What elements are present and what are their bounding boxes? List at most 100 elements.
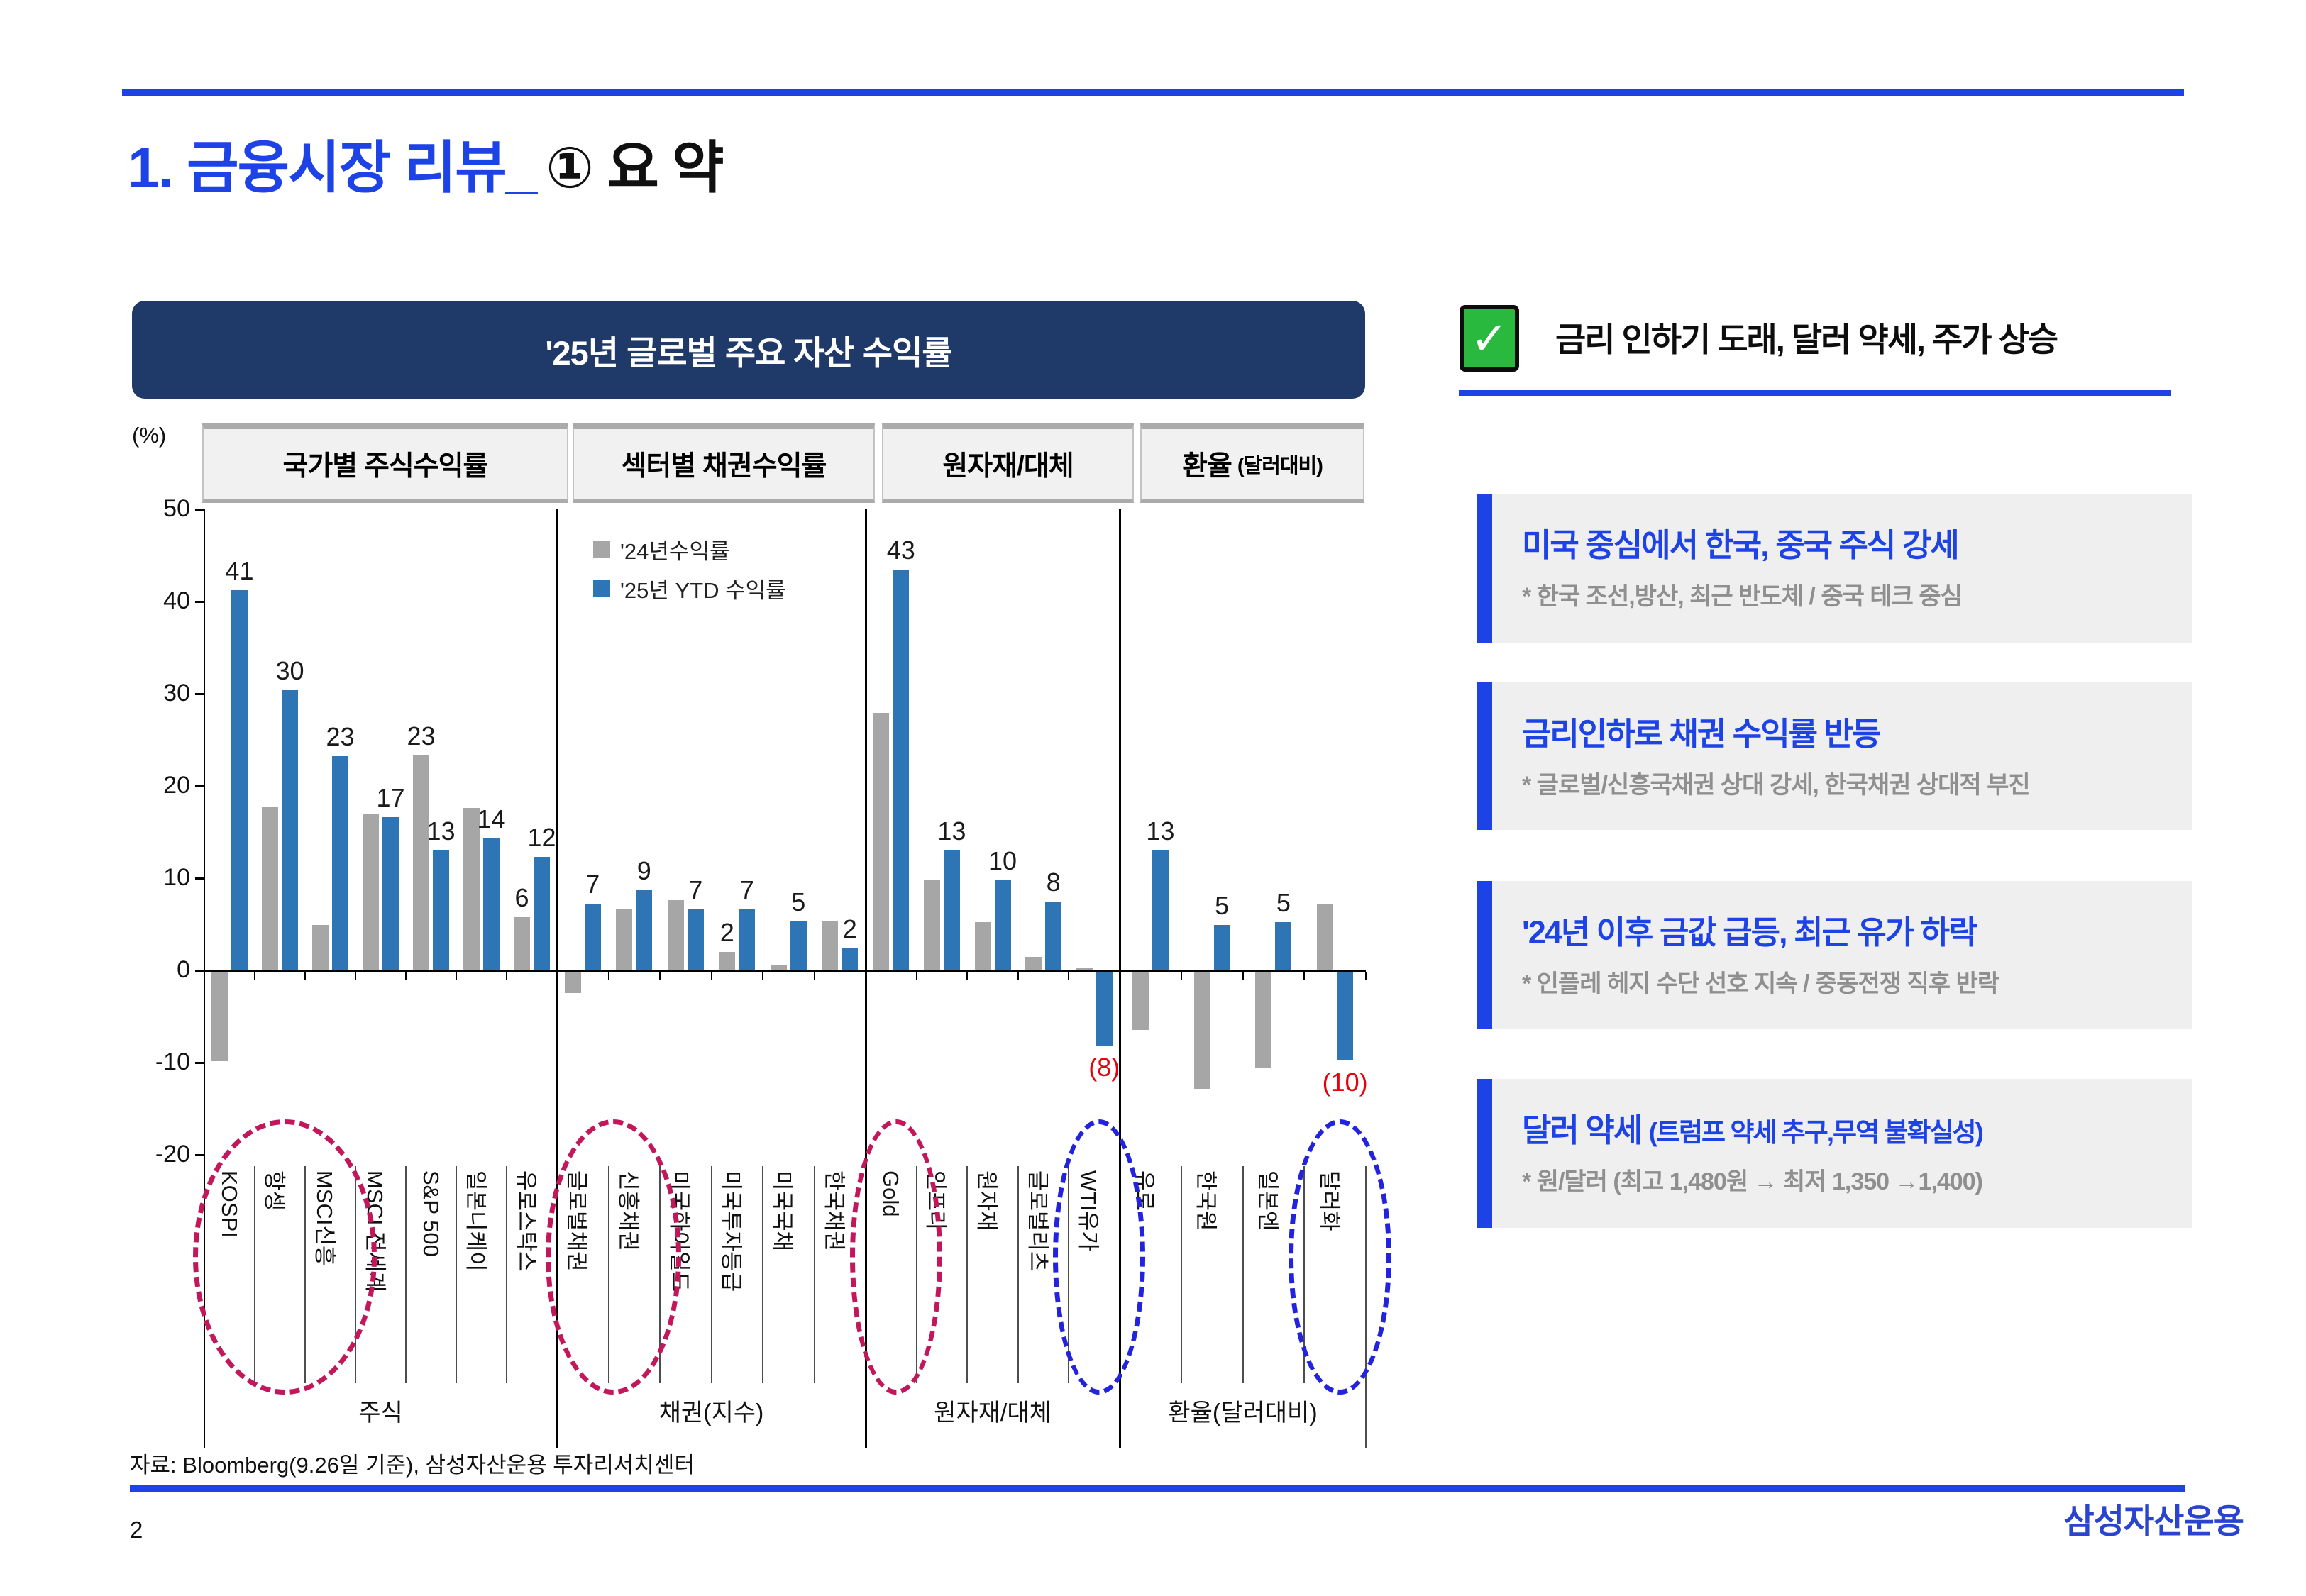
callout-bonds-subtitle: * 글로벌/신흥국채권 상대 강세, 한국채권 상대적 부진 [1522, 772, 2031, 799]
page-title-main: 1. 금융시장 리뷰_ [128, 136, 537, 199]
category-tick [1365, 972, 1367, 980]
group-label: 원자재/대체 [934, 1400, 1052, 1426]
bar-2024 [1193, 972, 1210, 1090]
bar-2025 [1152, 850, 1169, 970]
category-label-text: 일본엔 [1254, 1170, 1280, 1231]
category-label: MSCI신흥 [312, 1170, 438, 1266]
category-label-text: 한국원 [1193, 1170, 1219, 1231]
data-label-2025: 13 [426, 816, 456, 846]
data-label-2025-negative: (8) [1088, 1053, 1120, 1082]
category-separator [607, 1166, 609, 1383]
group-header-fx-label: 환율 [1182, 451, 1232, 482]
callout-stocks: 미국 중심에서 한국, 중국 주식 강세 * 한국 조선,방산, 최근 반도체 … [1477, 494, 2192, 643]
bar-2024 [463, 808, 480, 970]
category-label: S&P 500 [419, 1170, 530, 1257]
bar-2024 [1132, 972, 1149, 1030]
category-separator [762, 1166, 763, 1383]
category-tick [405, 972, 407, 980]
category-separator [506, 1166, 507, 1383]
y-axis-tick [195, 601, 204, 603]
bar-2024 [1076, 968, 1093, 970]
bar-2024 [719, 952, 736, 970]
category-tick [304, 972, 306, 980]
page-title: 1. 금융시장 리뷰_ ① 요 약 [128, 122, 724, 204]
callout-stocks-title-text: 미국 중심에서 한국, 중국 주식 강세 [1522, 527, 1960, 563]
category-label: 항셍 [262, 1170, 333, 1211]
category-label: 미국국채 [770, 1170, 881, 1251]
y-axis-tick-label: -10 [155, 1048, 190, 1075]
bar-2025 [636, 890, 653, 970]
category-tick [1119, 972, 1120, 980]
category-tick [865, 972, 866, 980]
y-axis-tick-label: 50 [163, 495, 190, 522]
category-label-text: 미국국채 [770, 1170, 795, 1252]
y-axis-tick [195, 877, 204, 880]
highlight-ellipse [546, 1119, 681, 1395]
company-logo: 삼성자산운용 [2063, 1502, 2244, 1540]
category-label-text: 항셍 [261, 1170, 287, 1212]
data-label-2025: 8 [1046, 867, 1061, 897]
category-label: MSCI 전세계 [363, 1170, 515, 1292]
category-label-text: S&P 500 [418, 1170, 443, 1257]
data-label-2025: 23 [326, 722, 355, 752]
group-header-commodities: 원자재/대체 [882, 423, 1134, 503]
category-label: WTI유가 [1076, 1170, 1187, 1251]
y-axis-tick [195, 509, 204, 511]
section-divider [865, 509, 867, 1448]
category-separator [813, 1166, 815, 1383]
category-tick [710, 972, 712, 980]
check-glyph: ✓ [1470, 312, 1508, 364]
summary-headline: 금리 인하기 도래, 달러 약세, 주가 상승 [1555, 321, 2058, 358]
data-label-2024: 6 [514, 882, 529, 912]
y-axis-tick-label: 10 [163, 864, 190, 891]
data-label-2025: 5 [791, 887, 806, 917]
bar-2024 [262, 807, 278, 970]
bar-2025 [1337, 972, 1354, 1060]
y-axis-tick-label: 20 [163, 772, 190, 799]
callout-dollar-title: 달러 약세 (트럼프 약세 추구,무역 불확실성) [1522, 1104, 2171, 1151]
bar-2025 [943, 850, 960, 970]
category-separator [1242, 1166, 1244, 1383]
category-tick [556, 972, 558, 980]
category-separator [1068, 1166, 1070, 1383]
callout-dollar-subtitle: * 원/달러 (최고 1,480원 → 최저 1,350 →1,400) [1522, 1168, 1983, 1195]
category-tick [966, 972, 969, 980]
bar-2024 [312, 925, 329, 970]
y-axis-tick [195, 785, 204, 787]
category-label: 유로스탁스 [514, 1170, 646, 1272]
y-axis-tick [195, 1062, 204, 1064]
bar-2024 [211, 972, 228, 1062]
category-label-text: 일본니케이 [463, 1170, 488, 1272]
source-note: 자료: Bloomberg(9.26일 기준), 삼성자산운용 투자리서치센터 [130, 1453, 695, 1478]
data-label-2025: 7 [739, 875, 754, 905]
category-tick [659, 972, 661, 980]
category-separator [915, 1166, 917, 1383]
bar-2025 [893, 569, 910, 970]
bar-2025 [842, 948, 859, 970]
category-tick [204, 972, 205, 980]
legend-label-24: '24년수익률 [620, 539, 730, 564]
category-separator [659, 1166, 661, 1383]
category-separator [1180, 1166, 1182, 1383]
group-header-fx: 환율 (달러대비) [1140, 423, 1364, 503]
bar-2024 [923, 880, 940, 970]
bar-2025 [382, 817, 399, 970]
category-label: 글로벌채권 [564, 1170, 696, 1272]
footer-rule [130, 1485, 2185, 1492]
y-axis-tick [195, 1154, 204, 1156]
legend-item-2025: '25년 YTD 수익률 [593, 572, 786, 604]
bar-2024 [413, 755, 429, 970]
category-separator [405, 1166, 407, 1383]
data-label-2025-negative: (10) [1322, 1067, 1368, 1097]
category-label-text: 인프라 [923, 1170, 949, 1231]
y-axis-tick-label: 30 [163, 680, 190, 706]
bar-2024 [514, 916, 530, 970]
category-tick [355, 972, 356, 980]
bar-2024 [564, 972, 581, 993]
legend-swatch-25 [593, 580, 610, 597]
callout-dollar: 달러 약세 (트럼프 약세 추구,무역 불확실성) * 원/달러 (최고 1,4… [1477, 1079, 2192, 1228]
category-tick [506, 972, 507, 980]
category-label-text: 신흥채권 [615, 1170, 641, 1252]
category-label: 원자재 [974, 1170, 1066, 1231]
bar-2024 [667, 900, 684, 970]
